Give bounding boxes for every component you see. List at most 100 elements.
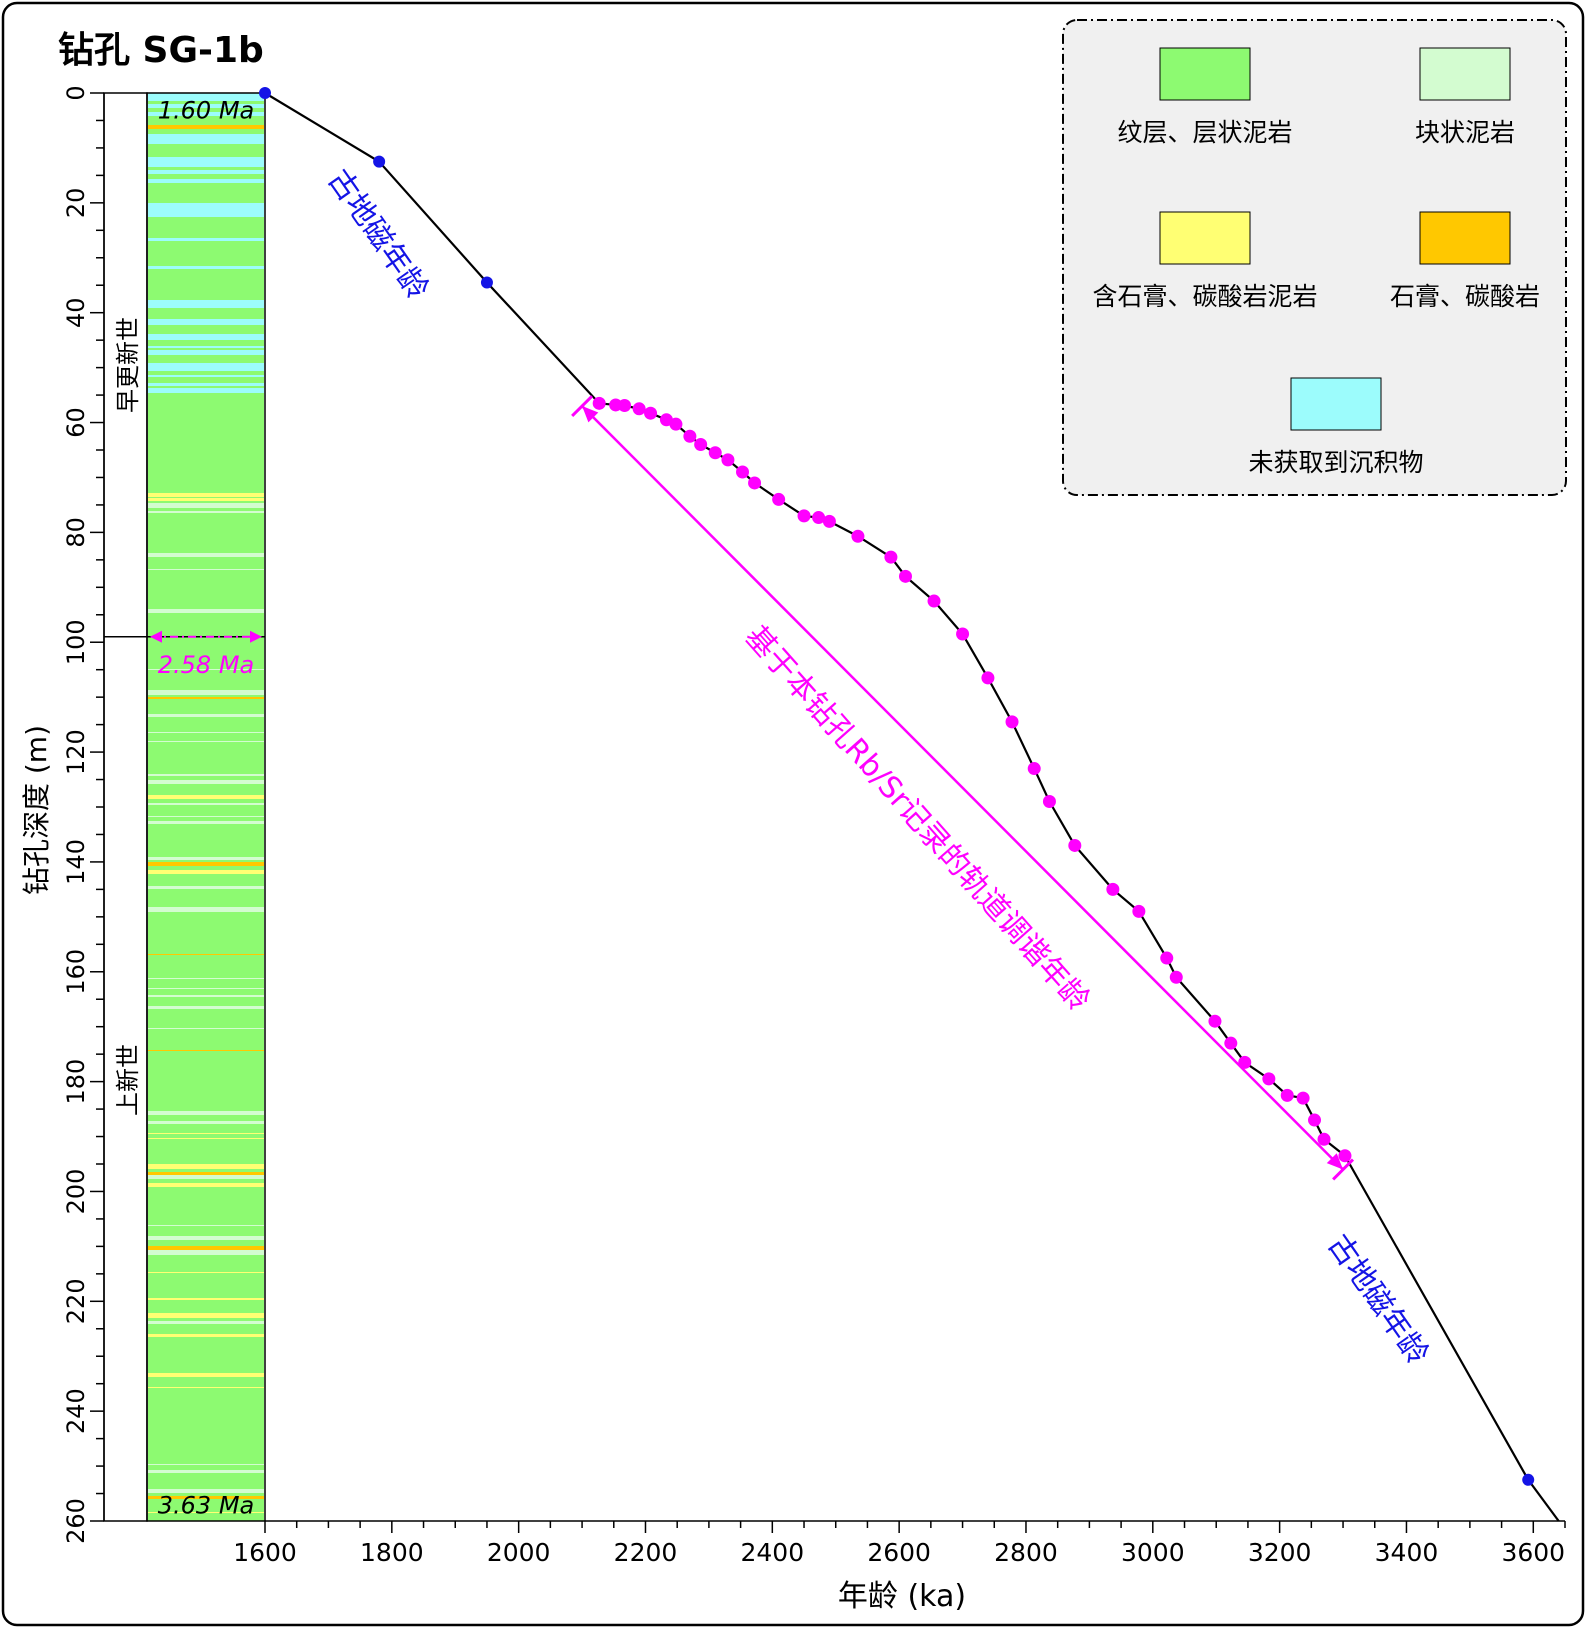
- column-background: [148, 93, 264, 1521]
- paleomag-point: [373, 155, 386, 168]
- lithology-strip: [148, 1321, 264, 1324]
- lithology-strip: [148, 862, 264, 866]
- y-tick-label: 220: [62, 1278, 90, 1324]
- lithology-strip: [148, 741, 264, 742]
- lithology-strip: [148, 383, 264, 386]
- tuned-age-point: [708, 446, 722, 460]
- chart-title: 钻孔 SG-1b: [58, 30, 264, 71]
- tuned-age-point: [1132, 904, 1146, 918]
- legend-label: 块状泥岩: [1415, 118, 1515, 147]
- tuned-age-point: [1296, 1091, 1310, 1105]
- lithology-strip: [148, 907, 264, 912]
- lithology-strip: [148, 1489, 264, 1493]
- y-tick-label: 40: [62, 297, 90, 328]
- paleomag-point: [480, 276, 493, 289]
- tuned-age-point: [981, 671, 995, 685]
- legend-label: 含石膏、碳酸岩泥岩: [1092, 282, 1317, 311]
- lithology-strip: [148, 697, 264, 699]
- x-tick-label: 2200: [614, 1538, 678, 1567]
- legend-swatch: [1159, 47, 1251, 101]
- age-label-top: 1.60 Ma: [158, 96, 254, 124]
- legend-label: 石膏、碳酸岩: [1390, 282, 1540, 311]
- x-tick-label: 2400: [741, 1538, 805, 1567]
- lithology-strip: [148, 134, 264, 144]
- tuned-age-point: [1224, 1036, 1238, 1050]
- lithology-strip: [148, 857, 264, 860]
- tuned-age-point: [884, 550, 898, 564]
- lithology-strip: [148, 203, 264, 209]
- tuned-age-point: [1238, 1055, 1252, 1069]
- tuned-age-point: [1317, 1132, 1331, 1146]
- legend-swatch: [1419, 211, 1511, 265]
- tuned-age-point: [694, 438, 708, 452]
- lithology-strip: [148, 112, 264, 116]
- x-tick-label: 1800: [360, 1538, 424, 1567]
- lithology-strip: [148, 569, 264, 570]
- x-axis-label: 年龄 (ka): [838, 1579, 966, 1614]
- lithology-strip: [148, 669, 264, 670]
- lithology-strip: [148, 1496, 264, 1499]
- age-label-boundary: 2.58 Ma: [158, 651, 254, 679]
- lithology-strip: [148, 1387, 264, 1388]
- tuned-age-point: [1160, 951, 1174, 965]
- lithology-strip: [148, 179, 264, 183]
- y-tick-label: 80: [62, 517, 90, 548]
- x-tick-label: 2600: [867, 1538, 931, 1567]
- tuned-age-point: [632, 402, 646, 416]
- lithology-strip: [148, 1246, 264, 1250]
- lithology-strip: [148, 346, 264, 348]
- tuned-age-point: [1280, 1088, 1294, 1102]
- x-axis: 1600 1800 2000 2200 2400 2600 2800 3000 3200 3400…: [233, 1520, 1566, 1567]
- x-tick-label: 3000: [1121, 1538, 1185, 1567]
- legend-swatch: [1419, 47, 1511, 101]
- lithology-strip: [148, 97, 264, 101]
- legend-label: 纹层、层状泥岩: [1117, 118, 1292, 147]
- tuned-age-point: [592, 396, 606, 410]
- tuned-age-point: [1169, 970, 1183, 984]
- y-tick-label: 140: [62, 839, 90, 885]
- lithology-strip: [148, 493, 264, 497]
- tuned-age-point: [898, 569, 912, 583]
- y-tick-label: 60: [62, 407, 90, 438]
- legend-swatch: [1159, 211, 1251, 265]
- legend-swatch: [1290, 377, 1382, 431]
- lithology-strip: [148, 363, 264, 371]
- lithology-strip: [148, 988, 264, 989]
- lithology-strip: [148, 1138, 264, 1139]
- age-label-bottom: 3.63 Ma: [158, 1492, 254, 1520]
- lithology-strip: [148, 1470, 264, 1473]
- lithology-strip: [148, 1373, 264, 1377]
- tuned-age-point: [721, 453, 735, 467]
- lithology-strip: [148, 319, 264, 325]
- lithology-strip: [148, 334, 264, 340]
- lithology-strip: [148, 93, 264, 97]
- lithology-strip: [148, 1334, 264, 1337]
- tuned-age-point: [1005, 715, 1019, 729]
- lithology-strip: [148, 816, 264, 817]
- lithology-strip: [148, 732, 264, 733]
- lithology-strip: [148, 978, 264, 979]
- lithology-strip: [148, 774, 264, 776]
- tuned-age-point: [851, 529, 865, 543]
- lithology-strip: [148, 1512, 264, 1513]
- y-tick-label: 100: [62, 619, 90, 665]
- lithology-strip: [148, 1272, 264, 1273]
- lithology-strip: [148, 1111, 264, 1115]
- lithology-strip: [148, 511, 264, 513]
- tuned-age-point: [772, 492, 786, 506]
- tuned-age-point: [618, 399, 632, 413]
- lithology-strip: [148, 803, 264, 805]
- lithology-strip: [148, 1464, 264, 1465]
- tuned-age-point: [644, 406, 658, 420]
- lithology-strip: [148, 1028, 264, 1029]
- lithology-strip: [148, 714, 264, 717]
- y-tick-label: 120: [62, 729, 90, 775]
- lithology-strip: [148, 1121, 264, 1124]
- lithology-strip: [148, 1250, 264, 1255]
- y-axis-label: 钻孔深度 (m): [20, 725, 53, 895]
- tuned-age-point: [736, 465, 750, 479]
- lithology-strip: [148, 170, 264, 174]
- tuned-age-point: [683, 429, 697, 443]
- paleomag-point: [259, 87, 271, 99]
- tuned-range-arrow-head-end-bar: [1332, 1158, 1355, 1181]
